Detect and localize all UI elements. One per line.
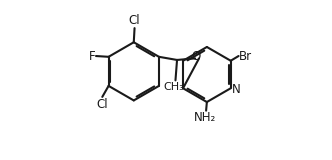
- Text: Cl: Cl: [96, 98, 108, 111]
- Text: F: F: [89, 50, 95, 63]
- Text: Cl: Cl: [129, 14, 140, 27]
- Text: Br: Br: [239, 50, 252, 63]
- Text: N: N: [232, 83, 241, 96]
- Text: CH₃: CH₃: [164, 82, 184, 92]
- Text: O: O: [191, 50, 201, 63]
- Text: NH₂: NH₂: [194, 112, 216, 124]
